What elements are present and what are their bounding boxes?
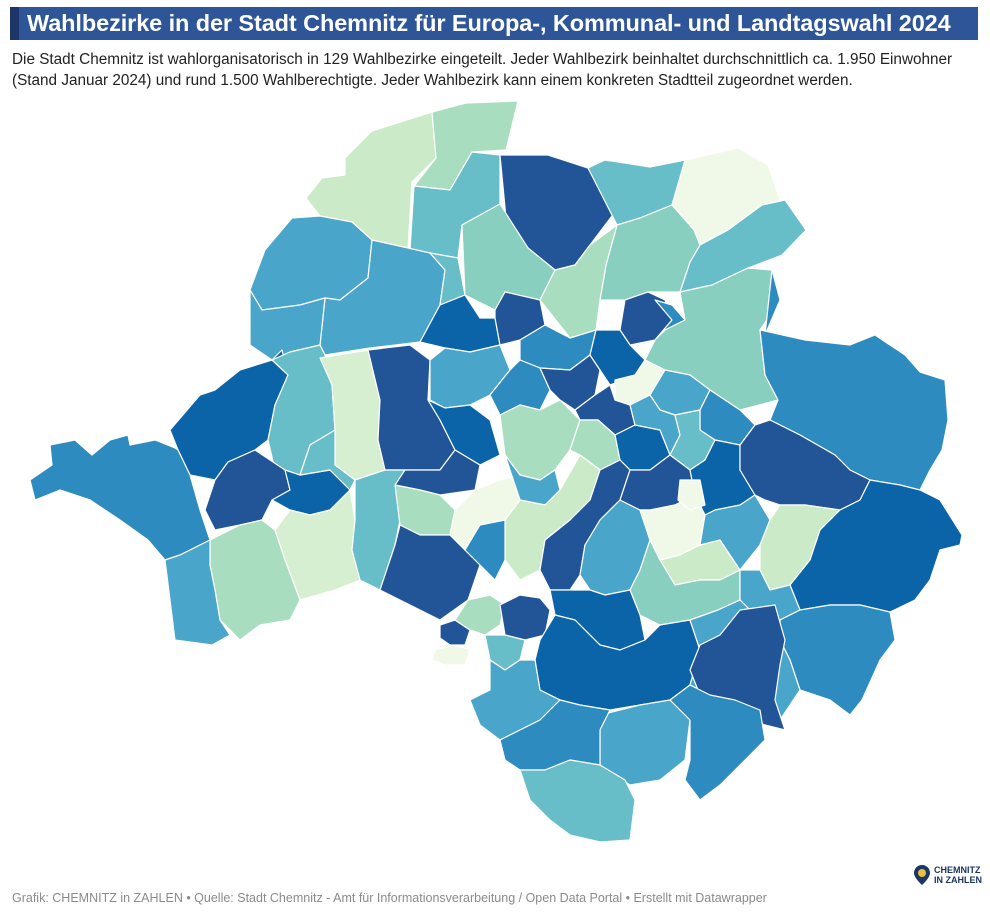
title-accent xyxy=(10,7,19,40)
district[interactable] xyxy=(454,594,506,636)
logo-line-2: IN ZAHLEN xyxy=(934,875,982,885)
district[interactable] xyxy=(599,699,691,786)
logo-text: CHEMNITZ IN ZAHLEN xyxy=(934,865,982,885)
logo-pin-icon xyxy=(914,865,930,885)
district[interactable] xyxy=(29,434,211,561)
district-map xyxy=(0,95,990,865)
district[interactable] xyxy=(677,479,706,511)
title-bar: Wahlbezirke in der Stadt Chemnitz für Eu… xyxy=(10,7,978,40)
page-title: Wahlbezirke in der Stadt Chemnitz für Eu… xyxy=(27,10,951,36)
logo-line-1: CHEMNITZ xyxy=(934,865,981,875)
district[interactable] xyxy=(519,759,636,843)
district[interactable] xyxy=(779,604,896,716)
district[interactable] xyxy=(427,399,501,466)
district[interactable] xyxy=(164,539,231,646)
page-subtitle: Die Stadt Chemnitz ist wahlorganisatoris… xyxy=(12,51,953,89)
district[interactable] xyxy=(464,519,506,581)
district[interactable] xyxy=(499,594,551,641)
district[interactable] xyxy=(299,429,356,491)
logo: CHEMNITZ IN ZAHLEN xyxy=(913,862,983,888)
district[interactable] xyxy=(764,269,781,336)
district-map-svg xyxy=(29,100,963,843)
source-credit: Grafik: CHEMNITZ in ZAHLEN • Quelle: Sta… xyxy=(12,891,767,905)
district[interactable] xyxy=(431,644,471,666)
district[interactable] xyxy=(539,224,618,339)
district[interactable] xyxy=(669,684,766,801)
